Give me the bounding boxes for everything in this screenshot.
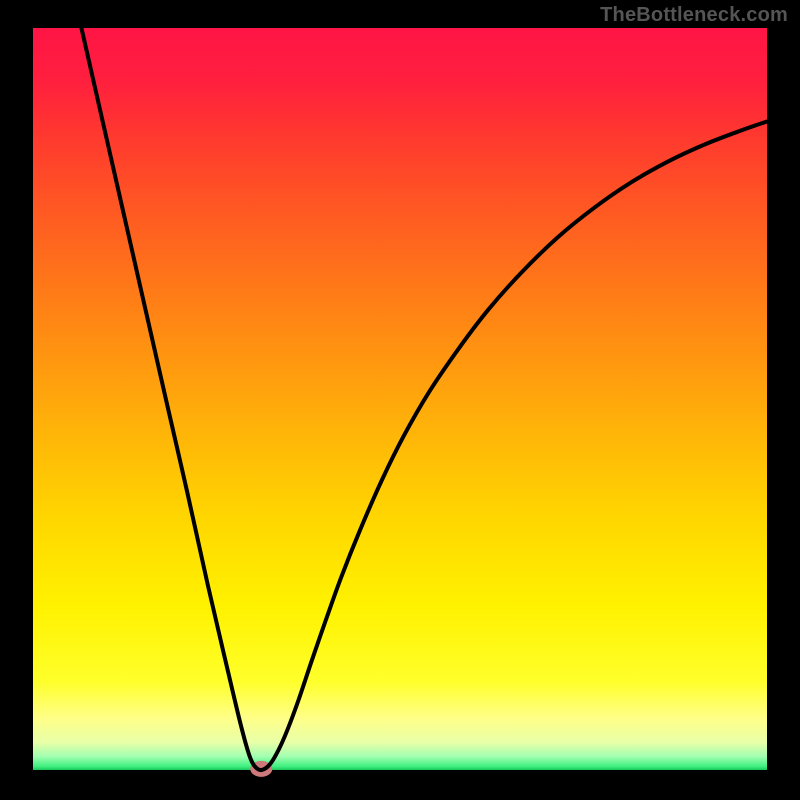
watermark-text: TheBottleneck.com — [600, 4, 788, 27]
bottleneck-chart — [0, 0, 800, 800]
plot-background — [33, 28, 767, 770]
